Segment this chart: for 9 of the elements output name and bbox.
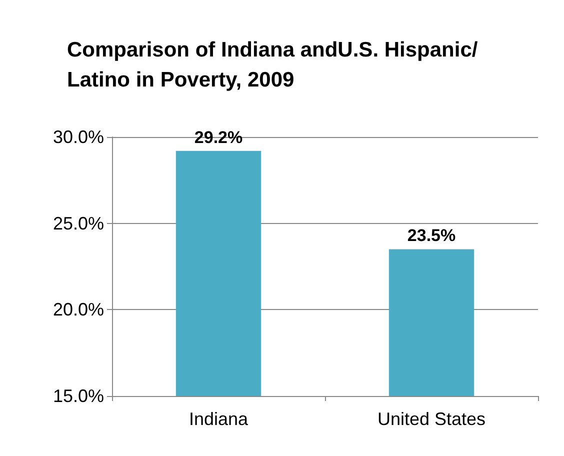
- x-tick-label: United States: [377, 409, 486, 429]
- y-tick-label: 20.0%: [52, 300, 104, 320]
- data-label: 29.2%: [194, 128, 243, 147]
- chart-title: Comparison of Indiana andU.S. Hispanic/Latino in Poverty, 2009: [67, 38, 478, 92]
- y-tick-label: 25.0%: [52, 213, 104, 234]
- y-tick-label: 15.0%: [52, 386, 104, 406]
- y-tick-label: 30.0%: [52, 127, 104, 147]
- data-label: 23.5%: [407, 226, 456, 246]
- x-tick-label: Indiana: [188, 409, 250, 429]
